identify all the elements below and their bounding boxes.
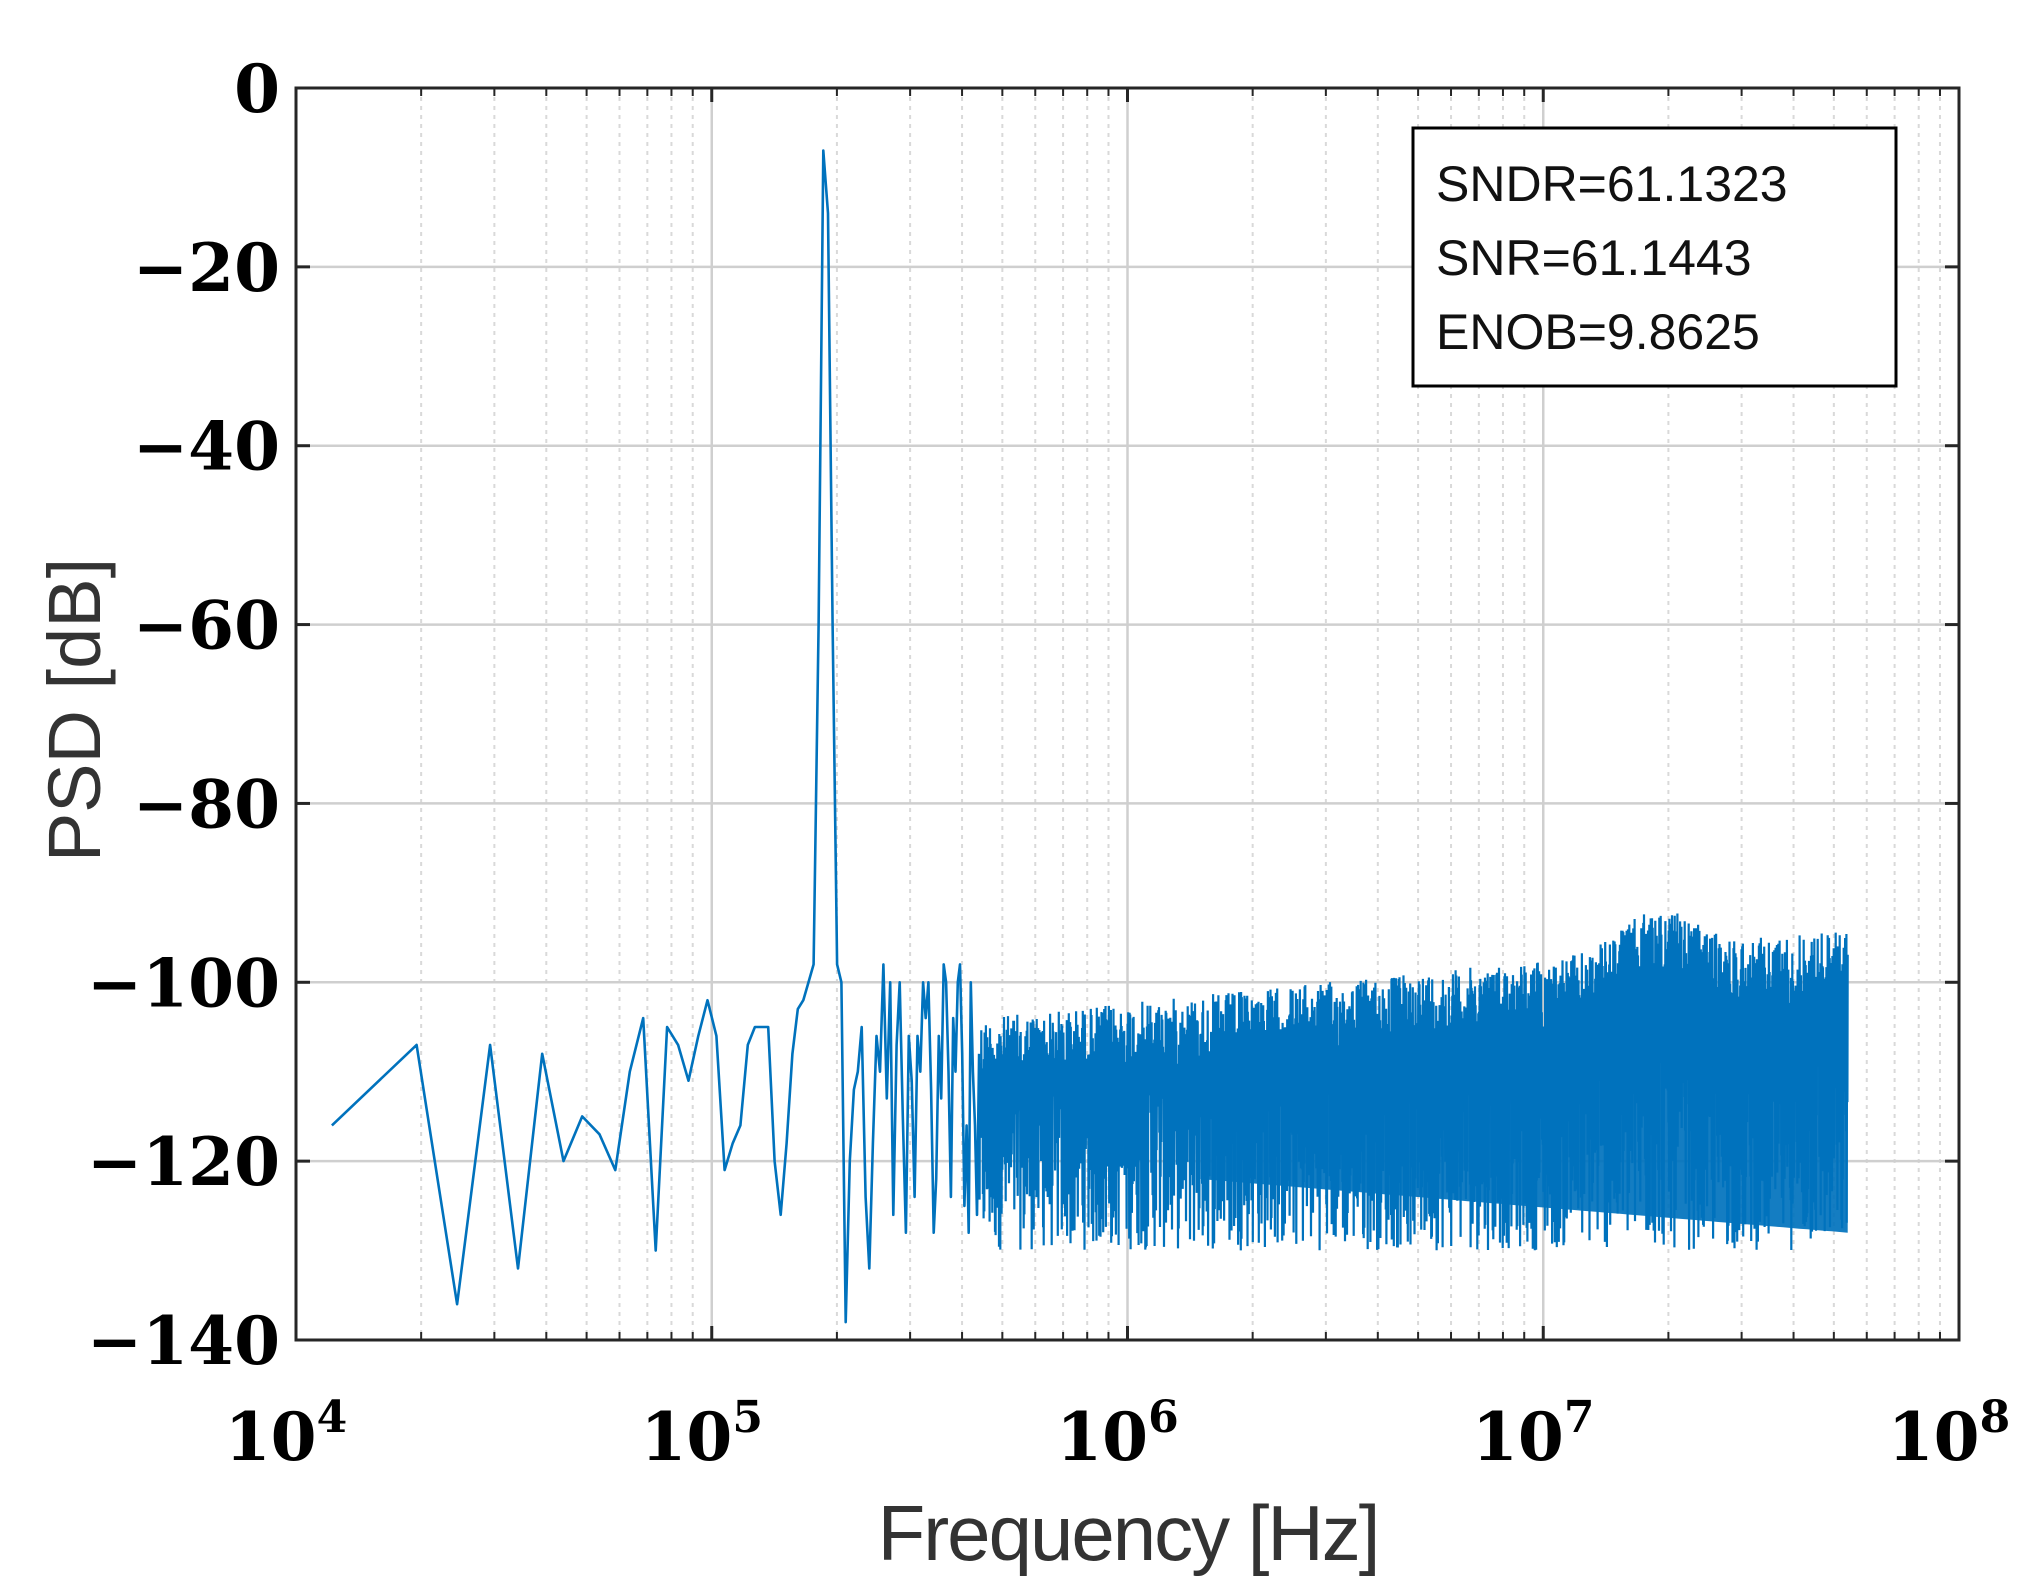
y-tick-label: −20 [133,229,280,307]
psd-noise-core [1200,1018,1848,1233]
y-tick-labels: 0 −20 −40 −60 −80 −100 −120 −140 [87,50,280,1380]
x-tick-label: 108 [1888,1392,2010,1476]
y-tick-label: −120 [87,1123,280,1201]
y-axis-title: PSD [dB] [33,558,116,862]
y-tick-label: 0 [234,50,280,128]
y-tick-label: −40 [133,408,280,486]
x-tick-label: 105 [641,1392,763,1476]
x-tick-label: 104 [225,1392,347,1476]
psd-series-line [331,149,1849,1324]
annotation-frame [1411,126,1898,388]
y-tick-label: −60 [133,587,280,665]
x-tick-label: 107 [1472,1392,1594,1476]
x-axis-title: Frequency [Hz] [878,1489,1379,1577]
x-tick-labels: 104 105 106 107 108 [225,1392,2010,1476]
y-tick-label: −140 [87,1302,280,1380]
psd-line-lowfreq [331,149,981,1324]
annotation-sndr: SNDR=61.1323 [1436,156,1788,212]
axis-ticks [294,86,1961,1342]
metrics-annotation-box: SNDR=61.1323 SNR=61.1443 ENOB=9.8625 [1411,126,1898,388]
annotation-enob: ENOB=9.8625 [1436,304,1760,360]
x-tick-label: 106 [1056,1392,1178,1476]
annotation-snr: SNR=61.1443 [1436,230,1752,286]
y-tick-label: −80 [133,765,280,843]
y-tick-label: −100 [87,944,280,1022]
